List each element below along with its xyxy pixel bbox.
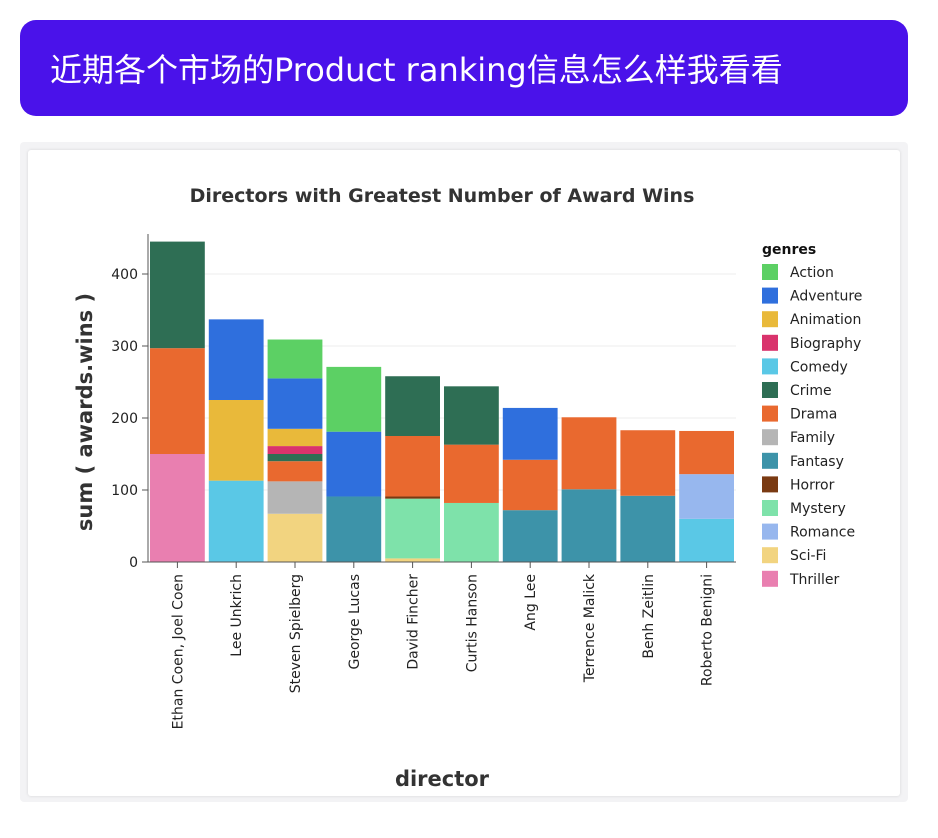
y-tick-label: 100 [111,483,138,499]
prompt-banner: 近期各个市场的Product ranking信息怎么样我看看 [20,20,908,116]
bar-segment [267,446,323,454]
bar-segment [326,366,382,432]
x-tick-label: Roberto Benigni [700,574,716,686]
legend-swatch [762,500,778,516]
legend-item-label: Drama [790,407,837,423]
bar-segment [150,241,205,349]
y-tick-label: 200 [111,411,138,427]
bar-segment [444,444,499,503]
legend-item-label: Mystery [790,501,846,517]
bar-segment [267,378,323,429]
bar-segment [150,454,205,562]
legend-title: genres [762,242,816,258]
y-tick-label: 300 [111,339,138,355]
x-axis-title: director [395,767,490,791]
bar-segment [679,474,734,519]
legend-swatch [762,476,778,493]
x-tick-label: Terrence Malick [582,573,598,683]
bar-segment [326,496,382,562]
bar-segment [444,386,499,445]
bar-segment [561,417,617,490]
bar-segment [267,481,323,514]
legend-swatch [762,452,778,469]
y-axis: 0 100 200 300 400 [111,234,149,571]
legend-item-label: Horror [790,477,835,493]
legend-item-label: Adventure [790,289,862,305]
legend-swatch [762,429,778,446]
bar-segment [679,430,734,475]
chart-card: Directors with Greatest Number of Award … [28,150,900,796]
legend-swatch [762,570,778,587]
legend-item-label: Family [790,430,835,446]
x-axis: Ethan Coen, Joel Coen Lee Unkrich Steven S… [148,561,736,729]
bar-segment [267,461,323,482]
bar-segment [267,513,323,562]
bar-segment [385,496,440,499]
legend-item-label: Biography [790,336,861,352]
bar-segment [385,558,440,562]
legend-item-label: Romance [790,525,855,541]
x-tick-label: George Lucas [347,574,363,669]
bars [150,241,734,562]
legend-swatch [762,382,778,398]
legend-swatch [762,523,778,540]
legend-swatch [762,311,778,328]
legend-swatch [762,334,778,351]
legend-item-label: Comedy [790,359,848,375]
y-tick-label: 0 [129,555,138,571]
bar-segment [326,431,382,497]
bar-segment [150,348,205,454]
legend-swatch [762,264,778,280]
x-tick-label: Ang Lee [523,574,539,631]
legend-item-label: Fantasy [790,454,844,470]
bar-segment [267,454,323,462]
legend: genres Action Adventure Animation Biography… [762,242,862,588]
bar-segment [208,400,264,481]
x-tick-label: Benh Zeitlin [641,574,657,659]
legend-swatch [762,405,778,422]
chart-panel: Directors with Greatest Number of Award … [20,142,908,802]
legend-swatch [762,547,778,564]
y-tick-label: 400 [111,267,138,283]
bar-segment [208,480,264,562]
bar-segment [620,495,676,562]
x-tick-label: Lee Unkrich [229,574,245,657]
bar-segment [502,510,558,562]
bar-segment [208,319,264,400]
bar-segment [385,436,440,497]
legend-item-label: Crime [790,383,832,399]
bar-segment [679,518,734,562]
bar-segment [561,489,617,562]
bar-segment [620,430,676,496]
legend-swatch [762,358,778,375]
x-tick-label: Curtis Hanson [464,574,480,672]
legend-swatch [762,287,778,304]
bar-segment [267,339,323,379]
bar-segment [502,407,558,460]
x-tick-label: Ethan Coen, Joel Coen [170,574,186,729]
bar-segment [502,459,558,511]
prompt-text: 近期各个市场的Product ranking信息怎么样我看看 [50,51,783,89]
y-axis-title: sum ( awards.wins ) [73,293,97,531]
stacked-bar-chart: Directors with Greatest Number of Award … [73,185,862,791]
x-tick-label: Steven Spielberg [288,574,304,693]
bar-segment [267,428,323,447]
bar-segment [385,376,440,436]
legend-item-label: Action [790,265,834,281]
x-tick-label: David Fincher [406,574,422,670]
legend-item-label: Sci-Fi [790,548,826,564]
bar-segment [385,498,440,559]
legend-item-label: Animation [790,312,861,328]
chart-title: Directors with Greatest Number of Award … [190,185,695,207]
legend-item-label: Thriller [789,572,839,588]
bar-segment [444,502,499,562]
